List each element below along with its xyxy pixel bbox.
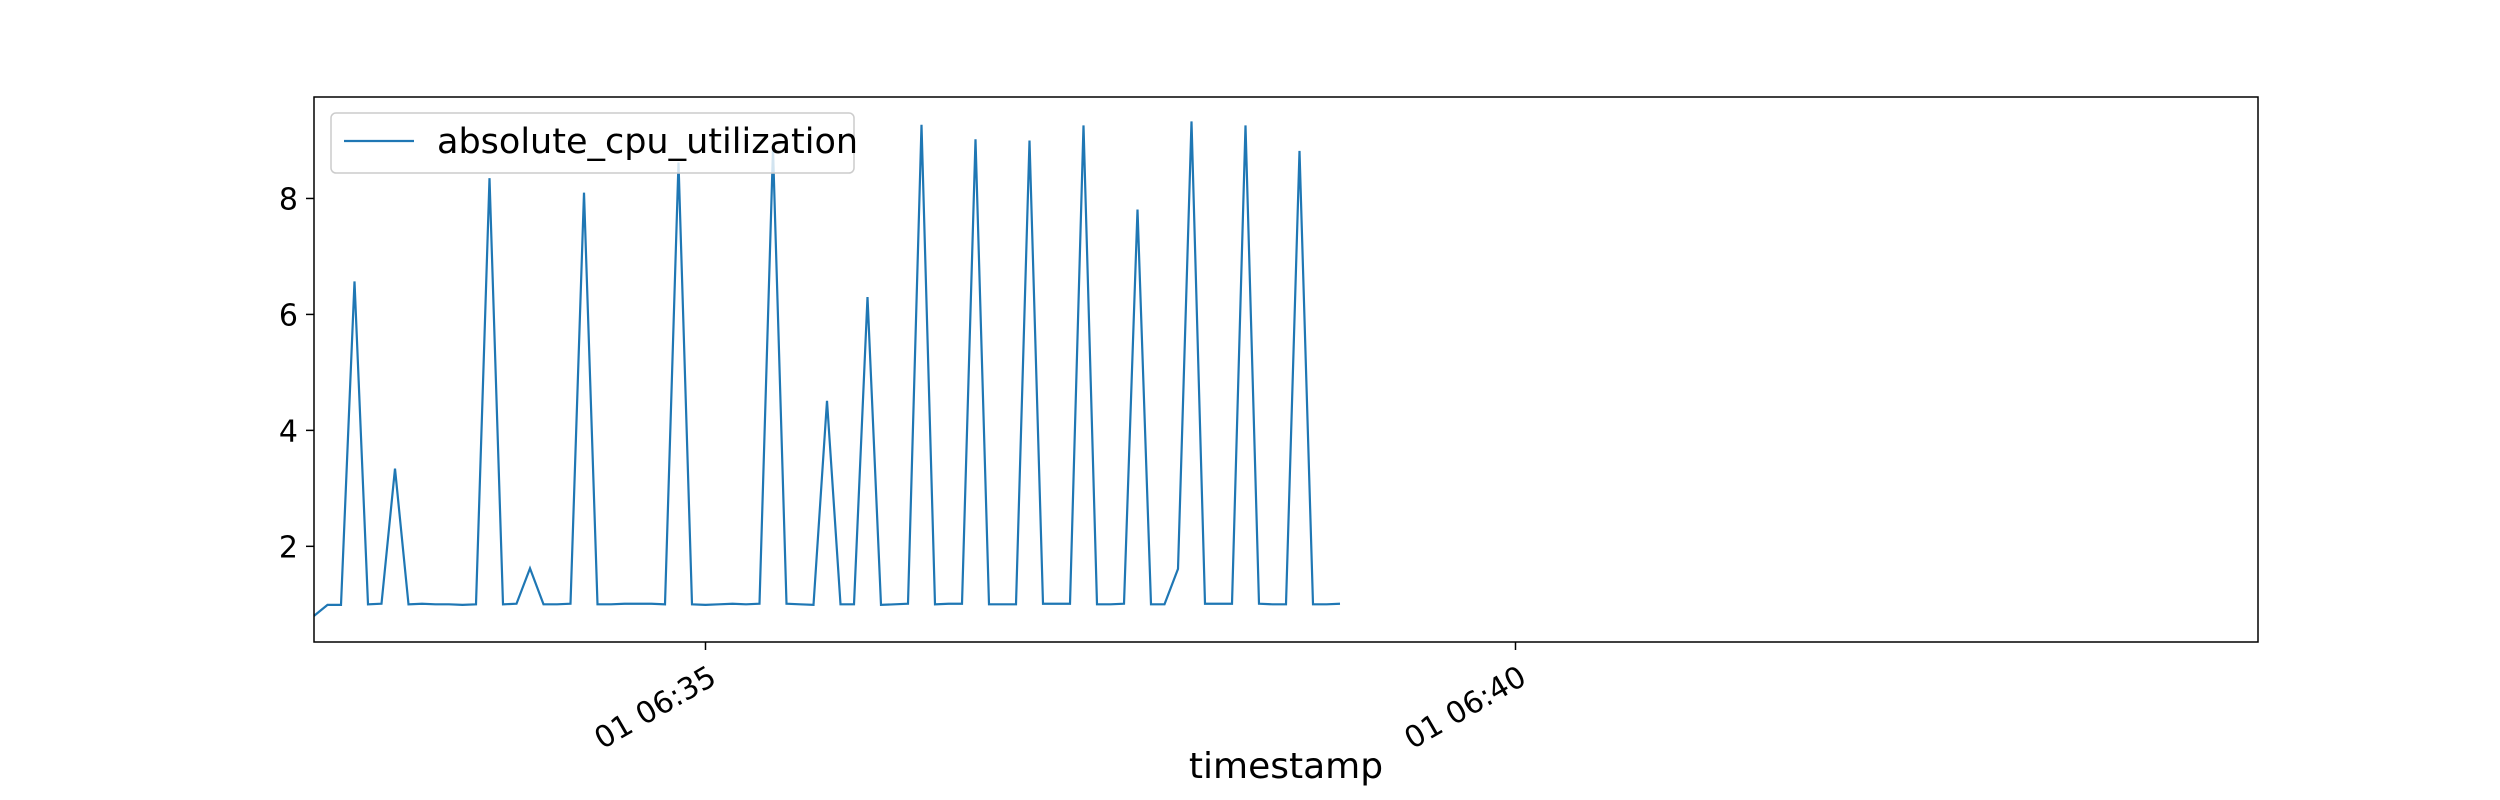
y-tick-label: 6 <box>279 298 298 333</box>
plot-frame <box>313 96 2259 643</box>
y-axis: 2 4 6 8 <box>279 182 314 565</box>
y-tick-label: 4 <box>279 414 298 449</box>
legend-label: absolute_cpu_utilization <box>437 122 858 162</box>
plot-area <box>313 96 2259 643</box>
legend-box <box>330 112 855 174</box>
y-tick-label: 2 <box>279 530 298 565</box>
series-line-absolute-cpu-utilization <box>313 121 1341 617</box>
x-axis-label: timestamp <box>1189 746 1383 787</box>
legend: absolute_cpu_utilization <box>330 112 858 174</box>
y-tick-label: 8 <box>279 182 298 217</box>
